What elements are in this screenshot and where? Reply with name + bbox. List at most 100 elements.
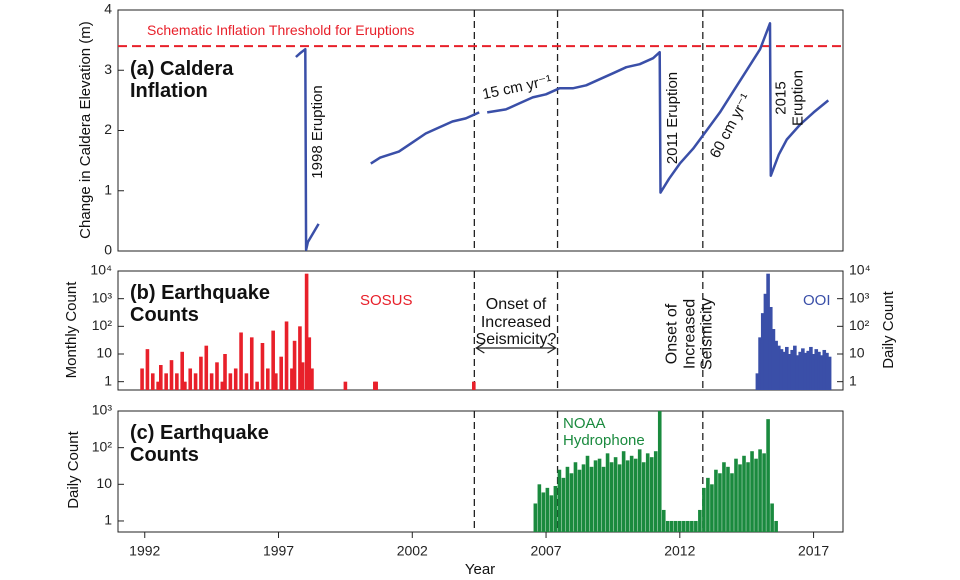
bar	[653, 451, 658, 532]
bar	[673, 520, 678, 532]
series-label: OOI	[803, 292, 831, 309]
plot-frame	[117, 270, 844, 391]
bar	[787, 354, 792, 390]
bar	[244, 373, 249, 390]
bar	[669, 520, 674, 532]
bar	[785, 346, 789, 390]
bar	[585, 455, 590, 532]
line-series	[295, 22, 830, 252]
bar	[817, 351, 821, 390]
panel-title: (a) Caldera Inflation	[130, 58, 234, 102]
bar	[274, 373, 278, 390]
bar	[183, 381, 187, 390]
bar	[569, 473, 574, 532]
bar	[738, 464, 742, 532]
bar	[661, 509, 666, 532]
x-tick-label: 1992	[129, 543, 160, 559]
bar	[686, 520, 690, 532]
bar	[758, 337, 762, 390]
x-tick-label: 2002	[397, 543, 428, 559]
bar	[605, 453, 610, 532]
annotation: Onset of Increased Seismicity	[663, 298, 716, 371]
x-tick-label: 2007	[530, 543, 561, 559]
bar	[702, 487, 706, 532]
arrow-head	[475, 342, 557, 354]
bar	[145, 349, 150, 390]
bar	[819, 355, 824, 390]
y-tick-label: 0	[104, 242, 112, 258]
series-label: NOAA Hydrophone	[563, 415, 645, 449]
y-tick-label: 1	[104, 372, 112, 388]
bar	[617, 464, 622, 532]
bar	[771, 329, 776, 390]
bar	[298, 326, 302, 390]
bar	[770, 503, 774, 532]
bar	[239, 332, 243, 390]
bar	[625, 460, 630, 532]
y-tick-label: 10²	[92, 438, 113, 454]
bar	[180, 351, 185, 390]
bar	[545, 487, 550, 532]
bar	[795, 355, 800, 390]
bar	[694, 520, 698, 532]
bar	[533, 503, 538, 532]
bar	[758, 449, 762, 532]
y-tick-label: 3	[104, 61, 112, 77]
annotation: Onset of Increased Seismicity?	[475, 296, 557, 349]
y-tick-label: 4	[104, 1, 112, 17]
x-axis-label: Year	[464, 561, 496, 578]
y-tick-label: 10	[96, 345, 112, 361]
bar	[678, 520, 682, 532]
threshold-label: Schematic Inflation Threshold for Erupti…	[147, 22, 415, 38]
bar	[706, 477, 710, 532]
bar	[271, 330, 275, 390]
bar	[292, 340, 297, 390]
bar	[766, 273, 770, 390]
bar	[215, 362, 219, 390]
bar	[156, 381, 160, 390]
bar	[790, 349, 794, 390]
bar	[645, 453, 650, 532]
bar	[228, 373, 233, 390]
bar	[266, 368, 270, 390]
bar	[825, 352, 829, 390]
bar	[657, 411, 662, 532]
series-label: SOSUS	[360, 292, 413, 309]
bar	[718, 473, 722, 532]
bar	[549, 495, 554, 532]
y-tick-label: 2	[104, 121, 112, 137]
y-tick-label: 10	[96, 475, 112, 491]
bar	[199, 356, 203, 390]
bar	[766, 419, 770, 532]
bar	[722, 462, 726, 532]
y-tick-label: 10⁴	[90, 262, 112, 278]
y2-tick-label: 10	[849, 345, 865, 361]
x-tick-label: 2017	[798, 543, 829, 559]
panel-title: (b) Earthquake Counts	[130, 282, 271, 326]
bar	[169, 360, 174, 390]
bar	[763, 293, 768, 390]
bar	[822, 349, 827, 390]
bar	[577, 469, 582, 532]
bar	[734, 458, 738, 532]
bar	[557, 469, 562, 532]
bar	[343, 381, 348, 390]
annotation: 1998 Eruption	[308, 85, 326, 179]
bar	[629, 455, 634, 532]
bar	[613, 457, 618, 532]
bar	[793, 345, 797, 390]
bar	[593, 460, 598, 532]
bar	[284, 321, 289, 390]
bar	[150, 373, 155, 390]
bar	[310, 368, 314, 390]
bar	[746, 462, 750, 532]
bar	[730, 473, 734, 532]
bar	[782, 351, 786, 390]
bar	[774, 520, 778, 532]
bar	[472, 381, 476, 390]
bar	[193, 373, 198, 390]
bar	[537, 484, 542, 532]
bar	[249, 337, 254, 390]
bar	[698, 509, 702, 532]
